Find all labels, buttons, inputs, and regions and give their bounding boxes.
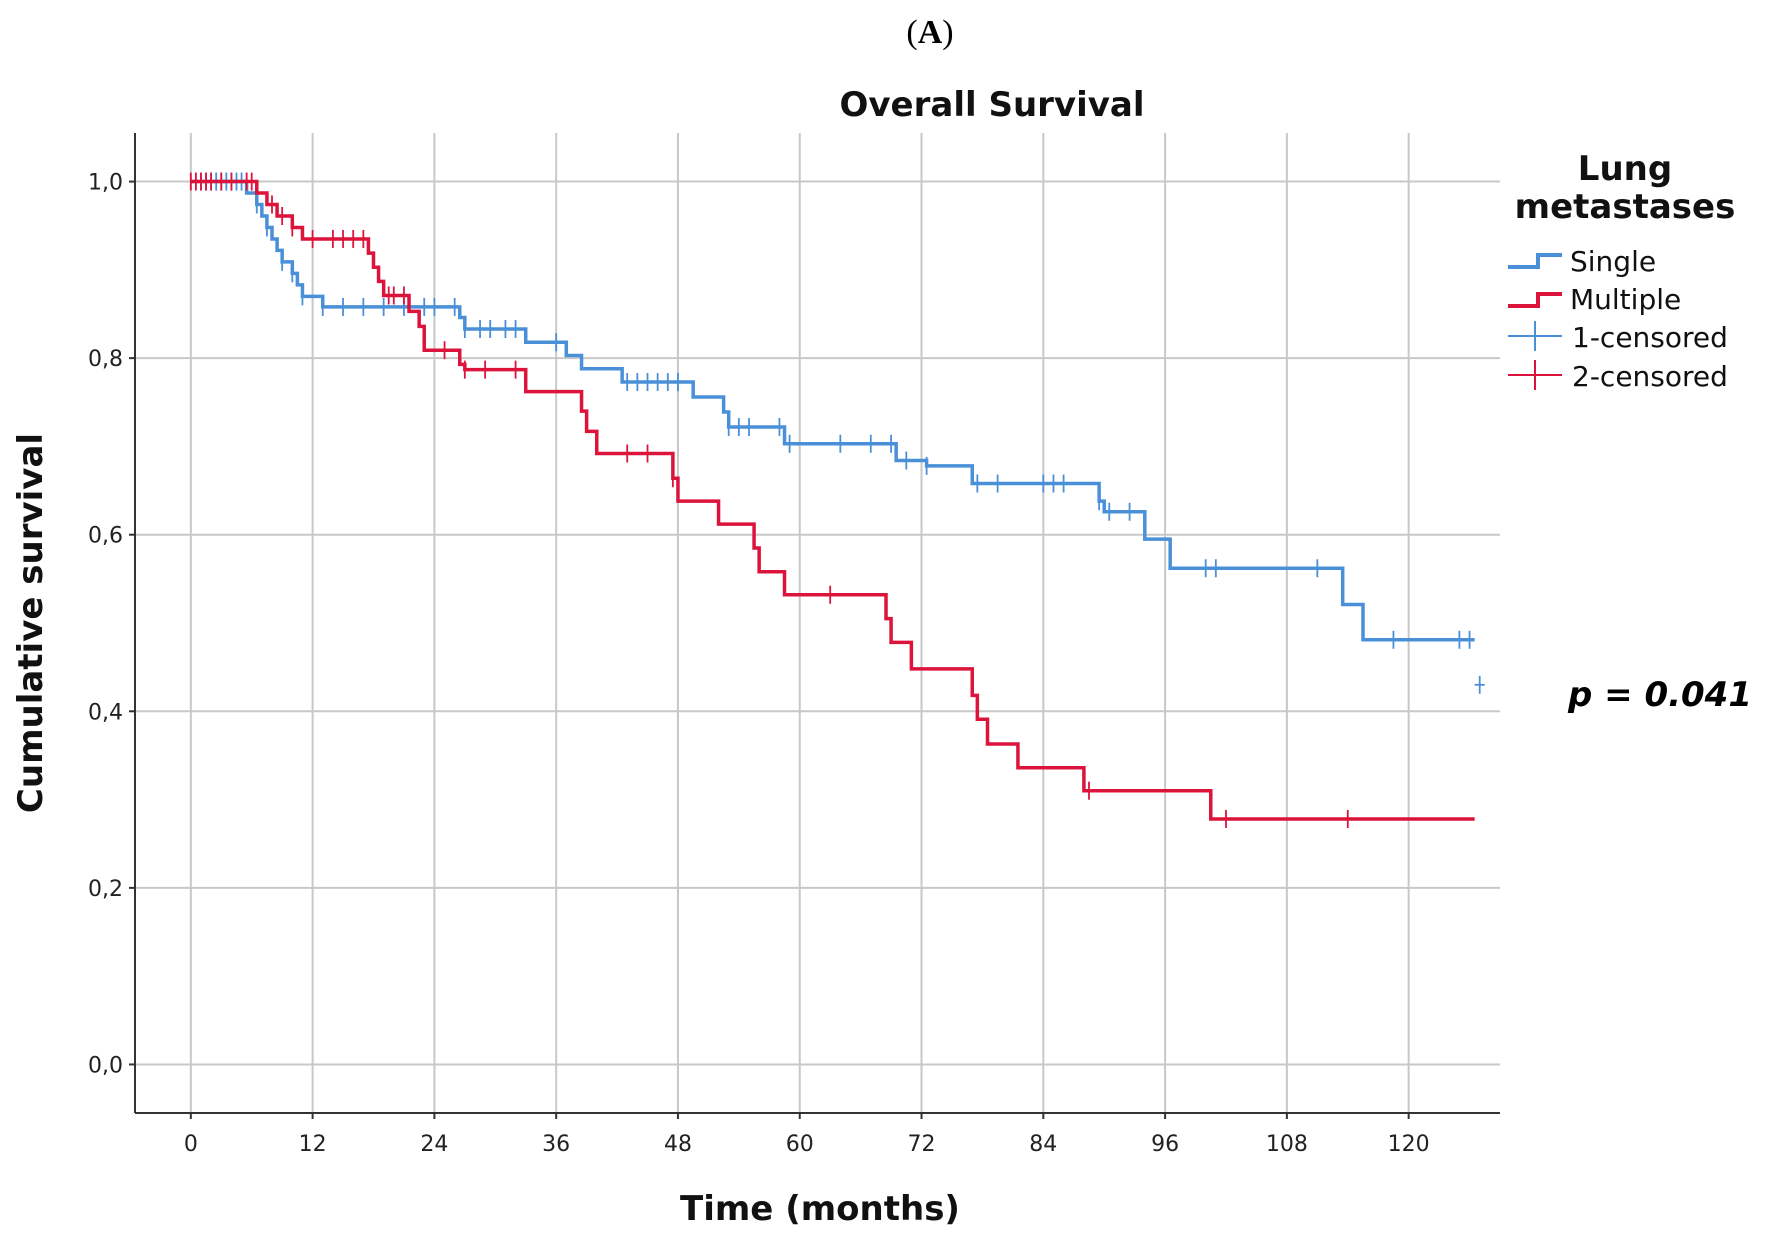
- x-tick-label: 72: [908, 1132, 936, 1157]
- y-tick-label: 0,2: [88, 877, 123, 902]
- series-layer: [189, 172, 1485, 828]
- legend: Lung metastases Single Multiple 1-censor…: [1508, 149, 1735, 393]
- y-tick-label: 0,6: [88, 524, 123, 549]
- x-tick-label: 120: [1388, 1132, 1430, 1157]
- legend-title-line1: Lung: [1578, 149, 1672, 189]
- x-tick-label: 36: [542, 1132, 570, 1157]
- x-tick-label: 48: [664, 1132, 692, 1157]
- panel-label: (A): [906, 14, 953, 51]
- series-single: [190, 172, 1485, 694]
- legend-title-line2: metastases: [1515, 187, 1736, 227]
- x-gridlines: [189, 133, 1410, 1113]
- y-tick-label: 0,8: [88, 347, 123, 372]
- p-value-annotation: p = 0.041: [1567, 675, 1752, 715]
- legend-swatch-single: [1508, 253, 1562, 269]
- x-tick-label: 60: [786, 1132, 814, 1157]
- axes: [134, 133, 1500, 1114]
- y-tick-label: 0,0: [88, 1053, 123, 1078]
- legend-label-2-censored: 2-censored: [1572, 360, 1728, 393]
- survival-curve-multiple: [190, 179, 1475, 821]
- legend-swatch-multiple: [1508, 292, 1562, 308]
- y-tick-labels: 0,0 0,2 0,4 0,6 0,8 1,0: [88, 171, 135, 1078]
- x-tick-label: 96: [1151, 1132, 1179, 1157]
- x-axis-title: Time (months): [680, 1189, 960, 1229]
- x-tick-label: 84: [1029, 1132, 1057, 1157]
- survival-curve-single: [190, 179, 1475, 642]
- series-multiple: [189, 172, 1475, 828]
- x-tick-label: 12: [299, 1132, 327, 1157]
- x-tick-label: 24: [420, 1132, 448, 1157]
- x-tick-label: 0: [184, 1132, 198, 1157]
- legend-label-multiple: Multiple: [1570, 283, 1681, 316]
- chart-title: Overall Survival: [839, 85, 1144, 125]
- legend-label-single: Single: [1570, 245, 1656, 278]
- legend-label-1-censored: 1-censored: [1572, 321, 1728, 354]
- y-axis-title: Cumulative survival: [11, 433, 51, 813]
- x-tick-labels: 0 12 24 36 48 60 72 84 96 108 120: [184, 1113, 1430, 1157]
- y-gridlines: [135, 180, 1500, 1066]
- y-tick-label: 0,4: [88, 700, 123, 725]
- y-tick-label: 1,0: [88, 171, 123, 196]
- x-tick-label: 108: [1266, 1132, 1308, 1157]
